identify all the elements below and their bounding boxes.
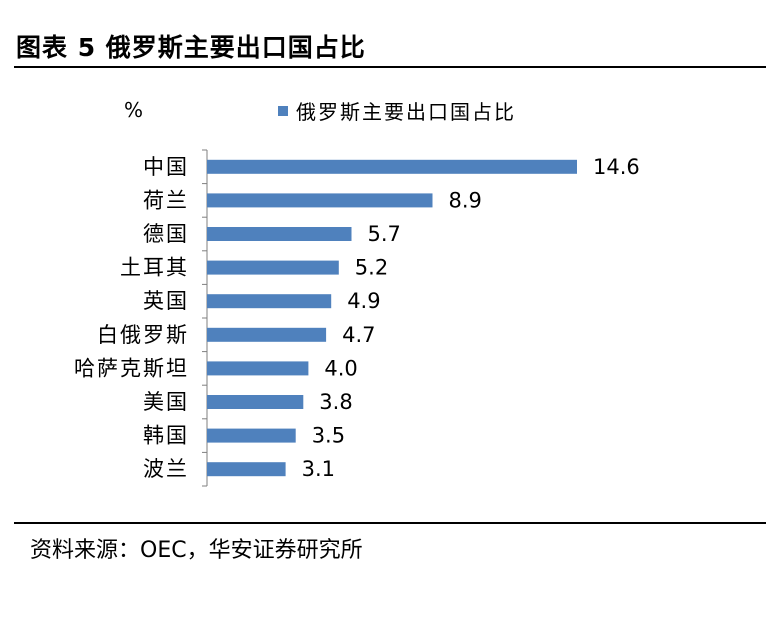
category-label: 荷兰 bbox=[143, 188, 189, 212]
unit-label: % bbox=[124, 98, 144, 122]
bar bbox=[207, 294, 332, 309]
bar bbox=[207, 462, 286, 477]
bar bbox=[207, 260, 339, 275]
data-label: 5.2 bbox=[355, 256, 388, 280]
category-label: 波兰 bbox=[143, 457, 189, 481]
bar bbox=[207, 193, 433, 208]
data-label: 8.9 bbox=[449, 188, 482, 212]
category-label: 德国 bbox=[143, 222, 189, 246]
title-divider bbox=[14, 66, 766, 68]
category-label: 白俄罗斯 bbox=[97, 323, 189, 347]
bar bbox=[207, 361, 309, 376]
bar bbox=[207, 159, 577, 174]
legend-label: 俄罗斯主要出口国占比 bbox=[296, 100, 516, 124]
plot-area: 中国 14.6 荷兰 8.9 德国 5.7 土耳其 5.2 英国 4.9 白俄罗斯 4.7 哈萨克斯坦 4… bbox=[74, 149, 640, 487]
category-label: 美国 bbox=[143, 390, 189, 414]
legend: 俄罗斯主要出口国占比 bbox=[278, 96, 516, 125]
bar bbox=[207, 227, 352, 241]
data-label: 4.9 bbox=[347, 289, 380, 313]
bar bbox=[207, 395, 304, 409]
data-label: 5.7 bbox=[368, 222, 401, 246]
bar bbox=[207, 327, 327, 342]
data-label: 4.7 bbox=[342, 323, 375, 347]
category-label: 韩国 bbox=[143, 424, 189, 448]
category-label: 中国 bbox=[143, 155, 189, 179]
category-label: 英国 bbox=[143, 289, 189, 313]
data-label: 3.1 bbox=[302, 457, 335, 481]
bar bbox=[207, 428, 296, 443]
source-divider bbox=[14, 522, 766, 524]
figure-title: 图表 5 俄罗斯主要出口国占比 bbox=[16, 33, 366, 62]
data-label: 14.6 bbox=[593, 155, 640, 179]
legend-swatch bbox=[278, 105, 288, 116]
category-label: 土耳其 bbox=[120, 256, 189, 280]
data-label: 3.8 bbox=[319, 390, 352, 414]
data-label: 4.0 bbox=[324, 356, 357, 380]
source-note: 资料来源：OEC，华安证券研究所 bbox=[30, 538, 363, 563]
category-label: 哈萨克斯坦 bbox=[74, 356, 189, 380]
data-label: 3.5 bbox=[312, 424, 345, 448]
